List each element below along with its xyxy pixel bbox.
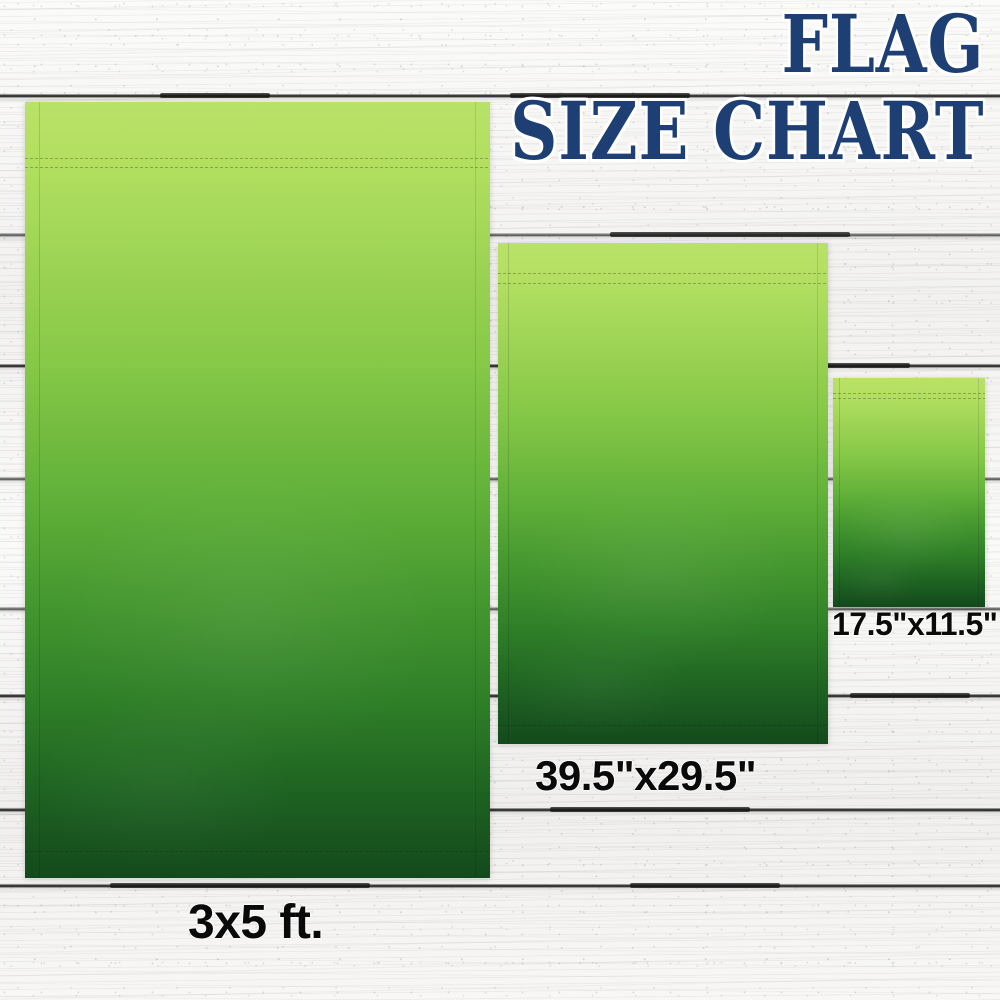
flag-large-right-seam: [475, 102, 476, 878]
flag-medium-stitch-top: [498, 273, 828, 274]
flag-medium-left-seam: [508, 243, 509, 744]
flag-medium-right-seam: [817, 243, 818, 744]
flag-small-right-seam: [978, 378, 979, 607]
flag-small-stitch-bot: [833, 398, 985, 399]
flag-large-bottom-hem: [25, 851, 490, 852]
flag-small-stitch-top: [833, 393, 985, 394]
headline-block: FLAG SIZE CHART: [406, 0, 984, 178]
flag-small-sheen: [833, 378, 985, 607]
plank-seam-2: [0, 232, 1000, 237]
flag-medium-sheen: [498, 243, 828, 744]
flag-large-left-seam: [39, 102, 40, 878]
plank-seam-8: [0, 883, 1000, 888]
flag-large-stitch-bot: [25, 167, 490, 168]
flag-preview-large: [25, 102, 490, 878]
flag-preview-small: [833, 378, 985, 607]
size-label-medium: 39.5"x29.5": [535, 752, 757, 799]
flag-large-stitch-top: [25, 158, 490, 159]
size-label-large: 3x5 ft.: [188, 896, 324, 949]
flag-large-sheen: [25, 102, 490, 878]
size-label-small: 17.5"x11.5": [832, 606, 998, 642]
flag-medium-bottom-hem: [498, 725, 828, 726]
headline-line-size-chart: SIZE CHART: [509, 83, 984, 178]
flag-preview-medium: [498, 243, 828, 744]
headline-line-flag: FLAG: [781, 0, 984, 91]
flag-small-left-seam: [839, 378, 840, 607]
flag-medium-stitch-bot: [498, 283, 828, 284]
plank-seam-1: [0, 93, 1000, 98]
plank-seam-7: [0, 807, 1000, 812]
